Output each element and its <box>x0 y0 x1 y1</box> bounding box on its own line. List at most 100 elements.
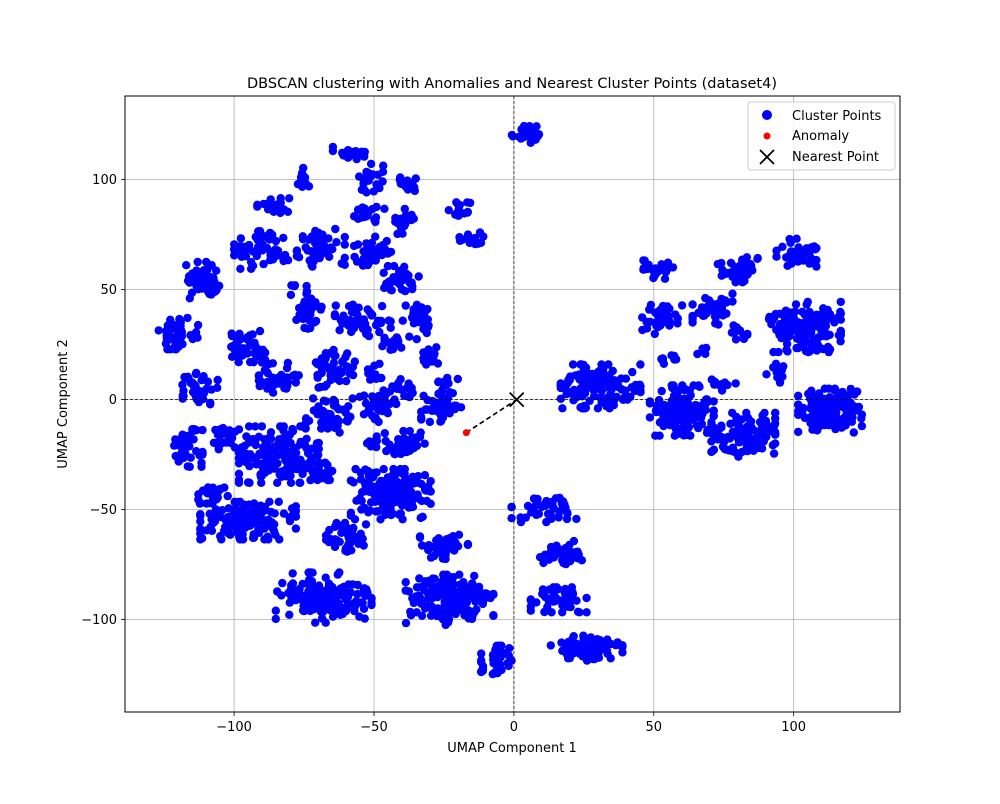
cluster-point <box>330 542 340 552</box>
cluster-point <box>423 304 432 314</box>
cluster-point <box>667 381 676 390</box>
cluster-point <box>379 268 388 277</box>
cluster-point <box>380 204 389 213</box>
cluster-point <box>566 372 575 381</box>
cluster-point <box>420 604 430 613</box>
cluster-point <box>282 363 292 373</box>
cluster-point <box>762 370 771 379</box>
cluster-point <box>662 309 671 318</box>
cluster-point <box>273 478 282 487</box>
cluster-point <box>323 475 332 484</box>
cluster-point <box>572 514 581 524</box>
cluster-point <box>283 207 293 216</box>
cluster-point <box>374 391 384 401</box>
cluster-point <box>769 363 778 372</box>
cluster-point <box>196 510 205 519</box>
cluster-point <box>505 644 514 653</box>
x-tick-label: −50 <box>360 720 387 735</box>
cluster-point <box>604 360 613 369</box>
cluster-point <box>405 278 415 288</box>
cluster-point <box>347 319 357 328</box>
cluster-point <box>479 589 488 598</box>
cluster-point <box>440 597 449 606</box>
cluster-point <box>491 667 500 677</box>
cluster-point <box>432 343 441 352</box>
cluster-point <box>381 510 390 519</box>
cluster-point <box>397 177 406 186</box>
cluster-point <box>365 257 374 266</box>
cluster-point <box>321 421 331 431</box>
cluster-point <box>478 666 487 676</box>
cluster-point <box>423 323 433 332</box>
cluster-point <box>226 530 235 539</box>
cluster-point <box>745 422 754 431</box>
cluster-point <box>381 436 390 446</box>
cluster-point <box>360 147 369 157</box>
cluster-point <box>477 649 486 658</box>
cluster-point <box>234 469 244 478</box>
cluster-point <box>491 650 500 659</box>
cluster-point <box>196 517 205 526</box>
cluster-point <box>245 500 254 509</box>
cluster-point <box>400 391 409 400</box>
cluster-point <box>388 509 397 518</box>
cluster-point <box>844 391 853 400</box>
cluster-point <box>631 380 640 390</box>
cluster-point <box>831 397 840 406</box>
legend-box <box>747 101 896 171</box>
cluster-point <box>802 244 811 253</box>
cluster-point <box>458 235 467 244</box>
cluster-point <box>403 185 413 194</box>
cluster-point <box>364 331 374 341</box>
cluster-point <box>453 374 462 384</box>
cluster-point <box>407 383 416 393</box>
cluster-point <box>585 396 594 406</box>
cluster-point <box>568 634 577 643</box>
cluster-point <box>278 578 287 588</box>
cluster-point <box>743 413 753 423</box>
cluster-point <box>367 600 376 610</box>
cluster-point <box>479 232 488 241</box>
cluster-point <box>396 449 406 459</box>
cluster-point <box>820 384 829 393</box>
cluster-point <box>359 604 369 613</box>
cluster-point <box>414 494 424 503</box>
cluster-point <box>369 398 378 408</box>
cluster-point <box>628 367 637 377</box>
cluster-point <box>401 301 410 310</box>
cluster-point <box>328 584 337 593</box>
cluster-point <box>535 553 545 562</box>
cluster-point <box>342 150 351 160</box>
cluster-point <box>276 374 285 383</box>
cluster-point <box>261 519 271 528</box>
cluster-point <box>325 525 334 535</box>
cluster-point <box>286 478 296 487</box>
cluster-point <box>359 585 368 594</box>
cluster-point <box>286 290 296 300</box>
cluster-point <box>800 337 809 346</box>
cluster-point <box>734 422 743 431</box>
cluster-point <box>738 265 747 274</box>
cluster-point <box>202 384 211 393</box>
cluster-point <box>196 529 205 538</box>
cluster-point <box>360 185 369 195</box>
cluster-point <box>597 398 606 407</box>
cluster-point <box>438 615 448 624</box>
cluster-point <box>386 323 395 332</box>
cluster-point <box>836 297 845 307</box>
cluster-point <box>378 500 388 510</box>
cluster-point <box>351 464 360 474</box>
cluster-point <box>405 426 414 436</box>
cluster-point <box>841 421 850 430</box>
cluster-point <box>276 194 285 203</box>
cluster-point <box>474 582 484 592</box>
cluster-point <box>353 205 363 214</box>
cluster-point <box>213 438 222 447</box>
cluster-point <box>338 585 347 594</box>
cluster-point <box>251 422 260 431</box>
cluster-point <box>547 608 556 617</box>
cluster-point <box>234 475 244 485</box>
cluster-point <box>433 604 442 613</box>
cluster-point <box>497 649 506 658</box>
cluster-point <box>525 122 534 131</box>
